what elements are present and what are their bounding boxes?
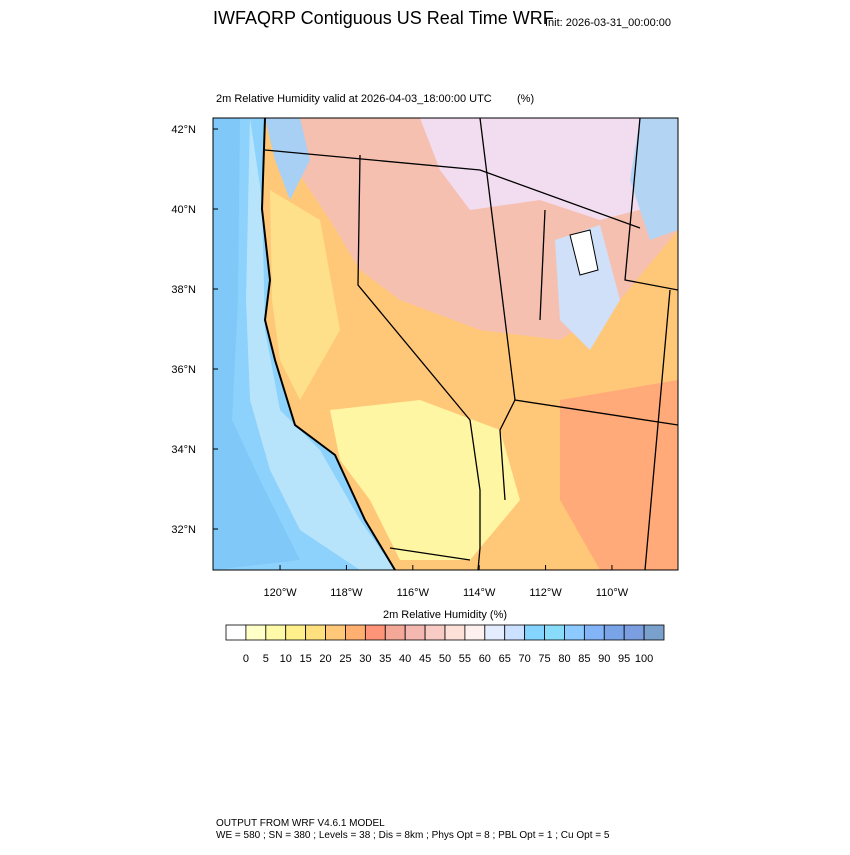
colorbar-box xyxy=(305,624,326,641)
colorbar-label: 85 xyxy=(578,653,590,665)
colorbar-label: 75 xyxy=(538,653,550,665)
init-time: Init: 2026-03-31_00:00:00 xyxy=(545,17,671,29)
colorbar-title: 2m Relative Humidity (%) xyxy=(383,609,507,621)
colorbar-label: 10 xyxy=(280,653,292,665)
colorbar-box xyxy=(384,624,406,641)
north-humid xyxy=(420,118,678,220)
colorbar-label: 30 xyxy=(359,653,371,665)
colorbar-label: 100 xyxy=(635,653,653,665)
colorbar-box xyxy=(404,624,426,641)
wyoming-humid xyxy=(630,118,678,240)
colorbar-label: 0 xyxy=(243,653,249,665)
colorbar-label: 50 xyxy=(439,653,451,665)
lon-tick-label: 118°W xyxy=(330,587,363,599)
subtitle: 2m Relative Humidity valid at 2026-04-03… xyxy=(216,93,492,105)
colorbar-box xyxy=(285,624,307,641)
map-field xyxy=(213,118,678,570)
southeast-dry xyxy=(560,380,678,570)
utah-humid xyxy=(555,225,620,350)
colorbar-box xyxy=(245,624,267,641)
colorbar-label: 40 xyxy=(399,653,411,665)
colorbar-box xyxy=(364,624,386,641)
colorbar-label: 25 xyxy=(339,653,351,665)
lat-tick-label: 32°N xyxy=(171,524,196,536)
colorbar-label: 80 xyxy=(558,653,570,665)
lat-tick-label: 42°N xyxy=(171,124,196,136)
colorbar-label: 15 xyxy=(300,653,312,665)
colorbar-box xyxy=(325,624,346,641)
ocean-nearshore xyxy=(246,118,395,570)
colorbar-label: 70 xyxy=(519,653,531,665)
colorbar-box xyxy=(603,624,625,641)
lon-tick-label: 116°W xyxy=(397,587,430,599)
colorbar-box xyxy=(424,624,446,641)
colorbar-label: 5 xyxy=(263,653,269,665)
colorbar-box xyxy=(225,624,247,641)
nw-humid xyxy=(265,118,310,200)
colorbar-box xyxy=(544,624,565,641)
colorbar-box xyxy=(464,624,486,641)
colorbar-label: 90 xyxy=(598,653,610,665)
lon-tick-label: 120°W xyxy=(263,587,297,599)
lat-tick-label: 36°N xyxy=(171,364,196,376)
coastline xyxy=(260,118,396,570)
footer-line: WE = 580 ; SN = 380 ; Levels = 38 ; Dis … xyxy=(216,830,610,841)
colorbar-label: 55 xyxy=(459,653,471,665)
title: IWFAQRP Contiguous US Real Time WRF xyxy=(213,8,554,28)
colorbar-box xyxy=(643,624,665,641)
colorbar-box xyxy=(623,624,645,641)
units: (%) xyxy=(517,93,534,105)
lon-tick-label: 110°W xyxy=(596,587,629,599)
lat-tick-label: 40°N xyxy=(171,204,196,216)
great-salt-lake xyxy=(569,229,599,276)
colorbar-label: 65 xyxy=(499,653,511,665)
lon-tick-label: 112°W xyxy=(529,587,562,599)
colorbar-label: 45 xyxy=(419,653,431,665)
colorbar-label: 20 xyxy=(319,653,331,665)
lon-tick-label: 114°W xyxy=(463,587,496,599)
colorbar-label: 95 xyxy=(618,653,630,665)
central-valley xyxy=(270,190,340,400)
colorbar-box xyxy=(444,624,466,641)
lat-tick-label: 34°N xyxy=(171,444,196,456)
colorbar-label: 60 xyxy=(479,653,491,665)
colorbar-label: 35 xyxy=(379,653,391,665)
colorbar-box xyxy=(484,624,506,641)
colorbar-box xyxy=(504,624,526,641)
colorbar-box xyxy=(583,624,605,641)
state-borders xyxy=(264,118,678,570)
colorbar-box xyxy=(524,624,545,641)
map-frame xyxy=(212,117,679,571)
colorbar-box xyxy=(564,624,585,641)
ocean-deep xyxy=(213,118,300,570)
lat-tick-label: 38°N xyxy=(171,284,196,296)
footer-line: OUTPUT FROM WRF V4.6.1 MODEL xyxy=(216,818,385,829)
colorbar-box xyxy=(265,624,287,641)
colorbar-box xyxy=(345,624,366,641)
